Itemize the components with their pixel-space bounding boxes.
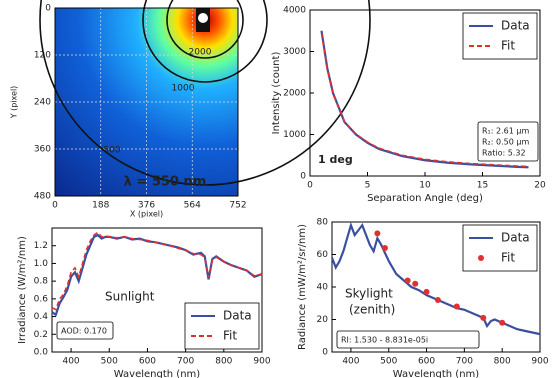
y-tick-label: 240	[34, 98, 51, 108]
x-tick-label: 5	[365, 181, 371, 191]
annotation: Sunlight	[105, 290, 155, 304]
panel: 400 500 600 700 800 900 0.0 0.2 0.4 0.6 0.8 1.0 1.2 W…	[17, 228, 271, 378]
legend-label: Fit	[501, 39, 515, 53]
x-axis-label: Wavelength (nm)	[114, 369, 200, 378]
x-tick-label: 500	[101, 357, 118, 367]
data-point	[480, 315, 486, 321]
x-tick-label: 10	[419, 181, 431, 191]
y-tick-label: 0.8	[34, 277, 49, 287]
data-point	[424, 289, 430, 295]
annotation: (zenith)	[349, 303, 395, 317]
x-tick-label: 800	[215, 357, 232, 367]
x-tick-label: 188	[92, 201, 109, 211]
y-tick-label: 40	[317, 283, 329, 293]
contour-label: 2000	[189, 48, 212, 58]
x-tick-label: 500	[380, 357, 397, 367]
x-tick-label: 15	[477, 181, 488, 191]
info-text: R₁: 2.61 μm	[482, 127, 529, 136]
y-tick-label: 4000	[283, 6, 306, 16]
y-axis-label: Radiance (mW/m²/sr/nm)	[297, 224, 308, 350]
y-tick-label: 20	[317, 315, 329, 325]
sun-marker	[198, 13, 208, 23]
annotation: Skylight	[345, 287, 393, 301]
y-axis-label: Irradiance (W/m²/nm)	[17, 236, 28, 344]
y-tick-label: 3000	[283, 47, 306, 57]
y-tick-label: 0.6	[34, 294, 49, 304]
info-text: R₂: 0.50 μm	[482, 138, 529, 147]
y-tick-label: 1.2	[34, 241, 48, 251]
data-point	[382, 245, 388, 251]
info-text: Ratio: 5.32	[482, 149, 526, 158]
x-axis-label: X (pixel)	[130, 210, 163, 219]
y-tick-label: 1000	[283, 130, 306, 140]
x-tick-label: 700	[177, 357, 194, 367]
info-text: RI: 1.530 - 8.831e-05i	[341, 336, 428, 345]
y-tick-label: 0.4	[34, 312, 49, 322]
legend-label: Data	[223, 309, 252, 323]
legend-marker	[478, 255, 484, 261]
info-text: AOD: 0.170	[61, 327, 107, 336]
x-tick-label: 400	[62, 357, 79, 367]
legend-label: Fit	[501, 251, 515, 265]
x-tick-label: 600	[418, 357, 435, 367]
x-tick-label: 752	[229, 201, 246, 211]
x-tick-label: 900	[531, 357, 548, 367]
x-axis-label: Separation Angle (deg)	[367, 193, 483, 204]
x-tick-label: 600	[139, 357, 156, 367]
x-tick-label: 564	[184, 201, 201, 211]
data-point	[435, 297, 441, 303]
x-tick-label: 900	[253, 357, 270, 367]
y-tick-label: 2000	[283, 89, 306, 99]
y-tick-label: 60	[317, 250, 329, 260]
x-tick-label: 0	[307, 181, 313, 191]
annotation: 1 deg	[318, 153, 353, 166]
data-point	[374, 230, 380, 236]
y-tick-label: 0	[45, 4, 51, 14]
panel: 0 5 10 15 20 0 1000 2000 3000 4000 Separation Angl…	[271, 6, 546, 205]
y-tick-label: 0	[300, 172, 306, 182]
y-axis-label: Intensity (count)	[271, 52, 282, 135]
data-point	[412, 281, 418, 287]
legend-label: Data	[501, 231, 530, 245]
y-axis-label: Y (pixel)	[10, 86, 19, 120]
x-tick-label: 700	[456, 357, 473, 367]
x-tick-label: 400	[342, 357, 359, 367]
y-tick-label: 1.0	[34, 259, 49, 269]
x-tick-label: 800	[494, 357, 511, 367]
legend-label: Fit	[223, 329, 237, 343]
y-tick-label: 0.0	[34, 348, 49, 358]
y-tick-label: 0	[322, 348, 328, 358]
x-tick-label: 0	[52, 201, 58, 211]
annotation: λ = 550 nm	[124, 175, 207, 190]
y-tick-label: 480	[34, 192, 51, 202]
y-tick-label: 80	[317, 218, 329, 228]
x-axis-label: Wavelength (nm)	[393, 369, 479, 378]
x-tick-label: 20	[534, 181, 546, 191]
contour-label: 1000	[172, 84, 195, 94]
data-line	[52, 232, 262, 309]
panel: 400 500 600 700 800 900 0 20 40 60 80 Wavelength (n…	[297, 218, 549, 378]
data-point	[405, 278, 411, 284]
figure: 0188376564752012024036048020001000500X (…	[0, 0, 553, 378]
y-tick-label: 0.2	[34, 330, 48, 340]
contour-label: 500	[103, 146, 120, 156]
legend-label: Data	[501, 19, 530, 33]
data-point	[499, 320, 505, 326]
data-point	[454, 304, 460, 310]
y-tick-label: 360	[34, 145, 51, 155]
